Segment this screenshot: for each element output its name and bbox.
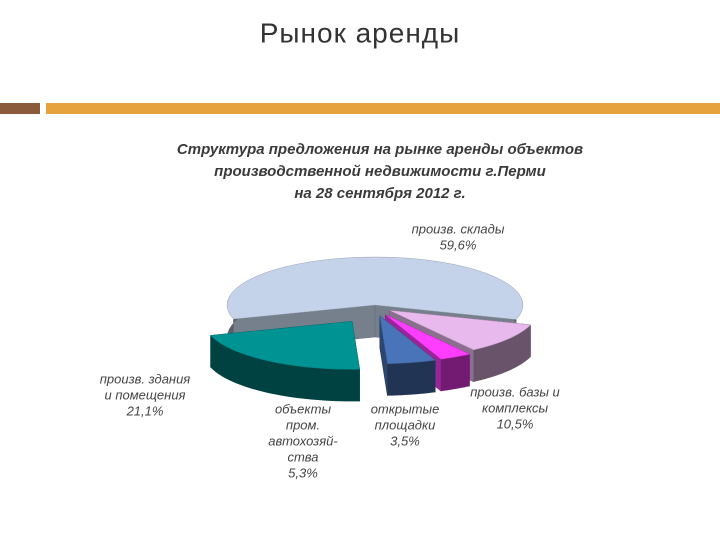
category-label: открытые — [371, 401, 440, 416]
slice-rim — [440, 354, 470, 392]
category-label: объекты — [275, 401, 332, 416]
value-label: 10,5% — [497, 416, 534, 431]
slice-rim — [473, 324, 531, 382]
slice-top — [226, 256, 524, 320]
chart-title: Структура предложения на рынке аренды об… — [177, 141, 583, 158]
slice-top — [389, 310, 532, 351]
category-label: автохозяй- — [268, 433, 338, 448]
category-label: пром. — [286, 417, 320, 432]
category-label: комплексы — [482, 400, 548, 415]
value-label: 21,1% — [126, 403, 164, 418]
accent-block — [0, 103, 40, 114]
category-label: и помещения — [105, 387, 186, 402]
slice-rim — [387, 360, 436, 396]
slice-top — [379, 315, 436, 364]
slice-top — [385, 314, 471, 360]
category-label: произв. базы и — [470, 384, 560, 399]
category-label: произв. склады — [412, 221, 505, 236]
category-label: произв. здания — [100, 371, 191, 386]
value-label: 5,3% — [288, 465, 318, 480]
slice — [209, 321, 360, 402]
slice — [379, 315, 436, 396]
chart-title: производственной недвижимости г.Перми — [214, 163, 546, 180]
slide-title: Рынок аренды — [260, 17, 461, 48]
category-label: ства — [287, 449, 318, 464]
category-label: площадки — [375, 417, 436, 432]
slice-rim — [210, 335, 360, 402]
chart-title: на 28 сентября 2012 г. — [294, 185, 465, 202]
slice-top — [209, 321, 360, 370]
value-label: 3,5% — [390, 433, 420, 448]
value-label: 59,6% — [440, 237, 477, 252]
accent-bar — [46, 103, 720, 114]
